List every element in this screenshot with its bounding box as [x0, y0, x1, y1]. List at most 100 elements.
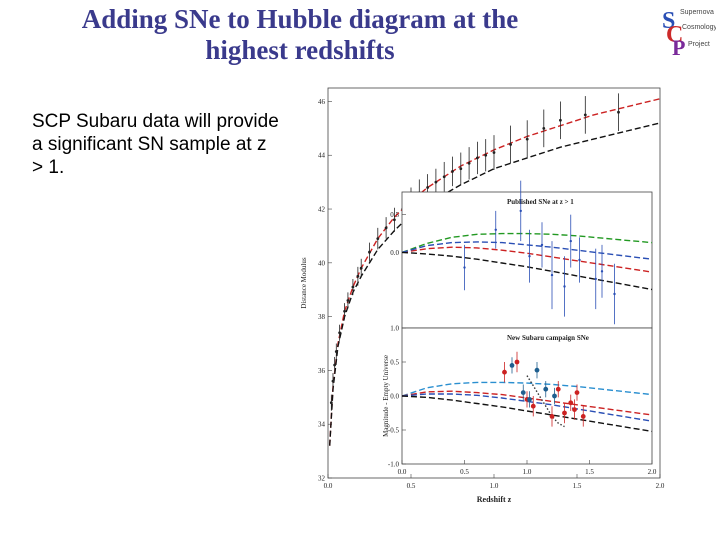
panel-2-series-6-point — [527, 397, 532, 402]
panel-0-series-2-point — [368, 250, 371, 254]
panel-0-series-2-point — [426, 186, 429, 189]
slide-title: Adding SNe to Hubble diagram at the high… — [10, 4, 590, 66]
panel-0-series-2-point — [459, 167, 463, 171]
panel-2-series-6-point — [520, 390, 526, 395]
panel-2-xtick-label: 0.5 — [460, 468, 469, 476]
panel-1-series-4-point — [578, 258, 581, 262]
panel-0-series-2-point — [331, 379, 335, 383]
bullet-text: SCP Subaru data will provide a significa… — [32, 111, 279, 178]
panel-2-series-0-curve — [401, 381, 653, 397]
panel-2-series-5-point — [574, 390, 580, 395]
panel-0-series-2-point — [338, 331, 342, 335]
logo-letter-p: P — [672, 35, 685, 56]
panel-0-ytick-label: 40 — [318, 259, 326, 267]
panel-0-series-2-point — [451, 169, 454, 173]
panel-0-series-2-point — [484, 153, 488, 157]
panel-0-xtick-label: 1.0 — [490, 482, 499, 490]
panel-2-xtick-label: 1.5 — [585, 468, 594, 476]
panel-2-series-5-point — [562, 410, 567, 416]
panel-1-series-0-curve — [401, 232, 653, 254]
panel-0-ytick-label: 34 — [318, 421, 326, 429]
panel-0-xtick-label: 0.0 — [324, 482, 333, 490]
panel-0-xtick-label: 2.0 — [656, 482, 665, 490]
panel-1-series-4-point — [594, 277, 597, 281]
panel-2-series-5-point — [549, 414, 555, 419]
panel-0-series-2-point — [583, 113, 587, 117]
panel-1-title: Published SNe at z > 1 — [507, 198, 574, 206]
panel-2-xtick-label: 0.0 — [398, 468, 407, 476]
panel-1-series-4-point — [569, 239, 572, 243]
panel-0-series-2-point — [346, 299, 350, 302]
panel-2-xtick-label: 1.0 — [523, 468, 532, 476]
panel-2-series-6-point — [509, 363, 515, 368]
panel-1-series-4-point — [613, 292, 616, 296]
panel-2-ytick-label: -1.0 — [388, 461, 400, 469]
panel-2-series-5-point — [502, 369, 507, 375]
panel-1-ytick-label: 0.5 — [390, 211, 399, 219]
panel-0-ytick-label: 36 — [318, 367, 326, 375]
logo-word-2: Cosmology — [682, 24, 716, 31]
panel-1-series-4-point — [600, 270, 604, 273]
logo-letter-s: S — [662, 8, 675, 34]
panel-2-ylabel: Magnitude - Empty Universe — [382, 355, 390, 437]
panel-2-series-5-point — [514, 359, 520, 365]
panel-0-series-2-point — [384, 226, 388, 230]
slide-title-line-1: Adding SNe to Hubble diagram at the — [81, 4, 519, 34]
panel-0-series-2-point — [329, 401, 333, 405]
panel-1-series-4-point — [494, 228, 497, 231]
panel-1-series-4-point — [463, 266, 466, 269]
logo-word-1: Supernova — [680, 9, 714, 16]
panel-2-xtick-label: 2.0 — [648, 468, 657, 476]
panel-2-series-2-curve — [401, 393, 653, 422]
panel-2-ytick-label: 0.0 — [390, 393, 399, 401]
panel-0-series-2-point — [333, 363, 337, 367]
panel-2-series-5-point — [530, 403, 536, 409]
panel-2-series-6-point — [552, 393, 557, 399]
panel-1-series-3-curve — [401, 251, 653, 291]
panel-0-series-2-point — [376, 237, 380, 241]
panel-2-series-4-curve — [526, 375, 565, 428]
scp-logo: S C P Supernova Cosmology Project — [662, 8, 716, 56]
panel-0-series-2-point — [351, 285, 355, 289]
logo-word-3: Project — [688, 41, 710, 48]
panel-2-series-5-point — [580, 414, 586, 419]
panel-2-series-5-point — [568, 400, 574, 406]
panel-1-ytick-label: 0.0 — [390, 249, 399, 257]
panel-2-series-1-curve — [401, 390, 653, 416]
panel-0-series-2-point — [617, 110, 620, 114]
panel-2-series-6-point — [543, 386, 549, 392]
panel-2-ytick-label: 1.0 — [390, 325, 399, 333]
panel-0-series-2-point — [393, 218, 396, 222]
panel-2-series-3-curve — [401, 395, 653, 433]
panel-0-series-2-point — [359, 266, 363, 270]
panel-0-series-2-point — [343, 309, 346, 313]
panel-0-xlabel: Redshift z — [477, 495, 512, 504]
panel-1-frame — [401, 191, 653, 329]
panel-0-ylabel: Distance Modulus — [300, 257, 308, 308]
panel-0-series-2-point — [509, 143, 512, 146]
panel-0-series-2-point — [467, 161, 471, 165]
panel-0-series-2-point — [559, 118, 562, 122]
panel-1-series-4-point — [563, 285, 566, 288]
panel-0-series-2-point — [542, 126, 546, 130]
panel-1-series-4-point — [519, 209, 522, 213]
logo-letter-c: C — [666, 22, 683, 48]
panel-2-title: New Subaru campaign SNe — [507, 334, 589, 342]
panel-2-ytick-label: 0.5 — [390, 359, 399, 367]
slide-title-line-2: highest redshifts — [205, 35, 395, 65]
panel-2-ytick-label: -0.5 — [388, 427, 400, 435]
panel-1-series-1-curve — [401, 246, 653, 273]
panel-0-series-2-point — [476, 156, 479, 160]
panel-0-ytick-label: 46 — [318, 98, 326, 106]
panel-0-ytick-label: 38 — [318, 313, 326, 321]
panel-0-ytick-label: 32 — [318, 475, 326, 483]
panel-0-series-2-point — [525, 137, 529, 141]
panel-0-series-2-point — [334, 350, 338, 353]
panel-2-series-5-point — [555, 386, 561, 392]
panel-1-series-4-point — [550, 273, 554, 277]
panel-1-series-4-point — [540, 243, 544, 247]
panel-2-series-5-point — [572, 407, 577, 412]
panel-0-xtick-label: 1.5 — [573, 482, 582, 490]
panel-0-series-2-point — [442, 175, 446, 179]
